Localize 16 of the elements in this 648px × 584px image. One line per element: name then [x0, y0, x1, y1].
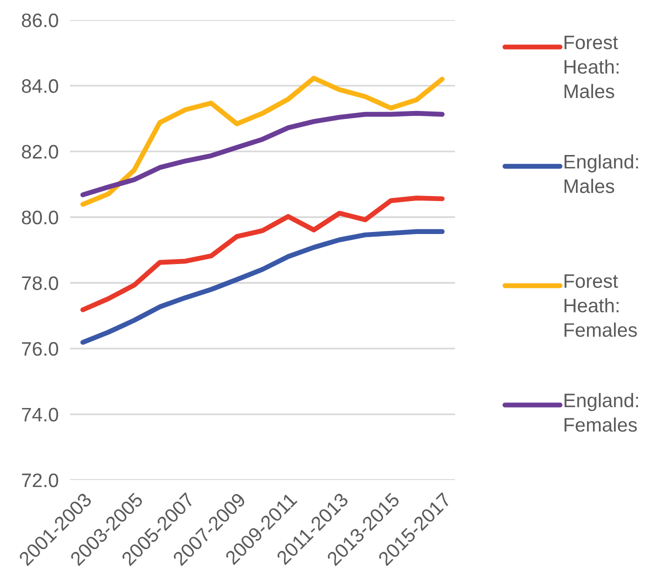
legend-label: England: Males	[564, 154, 638, 194]
legend-label: England: Females	[564, 393, 638, 432]
line-series	[80, 229, 445, 345]
y-tick-label: 78.0	[22, 276, 58, 290]
y-tick-label: 74.0	[22, 408, 58, 422]
y-tick-label: 84.0	[22, 79, 58, 93]
y-tick-label: 72.0	[22, 473, 58, 488]
line-series	[80, 110, 445, 198]
line-series	[80, 76, 445, 207]
legend-label: Forest Heath: Males	[564, 36, 619, 98]
y-tick-label: 86.0	[22, 13, 58, 28]
legend-label: Forest Heath: Females	[564, 274, 637, 337]
y-tick-label: 82.0	[22, 144, 58, 159]
line-series	[80, 196, 445, 312]
y-tick-label: 80.0	[22, 210, 58, 224]
y-tick-label: 76.0	[22, 342, 58, 356]
